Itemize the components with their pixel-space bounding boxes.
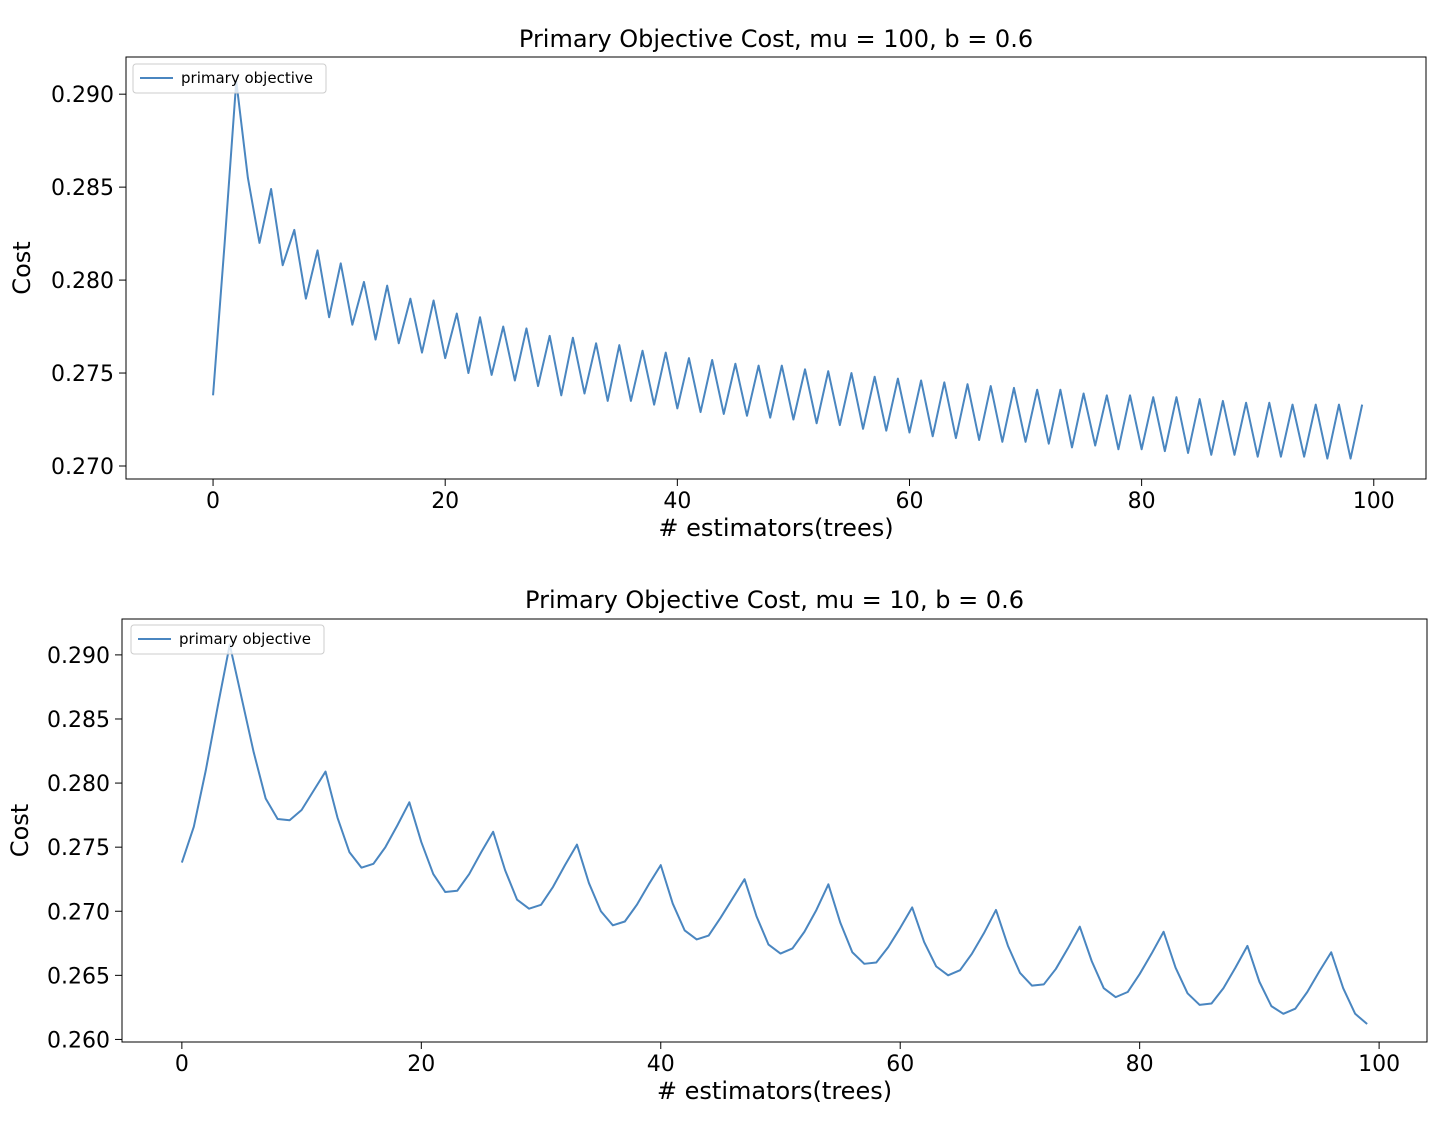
x-axis-label: # estimators(trees) [658, 514, 893, 542]
x-tick-label: 0 [175, 1052, 189, 1077]
legend: primary objective [132, 63, 327, 94]
y-tick-label: 0.280 [51, 269, 114, 294]
y-tick-label: 0.260 [47, 1028, 110, 1053]
x-tick-label: 60 [895, 489, 923, 514]
x-axis-label: # estimators(trees) [657, 1077, 892, 1105]
chart-bottom: Primary Objective Cost, mu = 10, b = 0.6… [6, 586, 1428, 1105]
x-tick-label: 20 [431, 489, 459, 514]
plot-area [125, 56, 1427, 480]
y-axis-label: Cost [6, 804, 34, 857]
chart-top: Primary Objective Cost, mu = 100, b = 0.… [8, 25, 1427, 542]
y-tick-label: 0.270 [51, 455, 114, 480]
y-tick-label: 0.275 [51, 362, 114, 387]
y-tick-label: 0.290 [47, 644, 110, 669]
y-axis-label: Cost [8, 241, 36, 294]
series-line-0 [212, 80, 1364, 460]
series-line-0 [180, 643, 1368, 1025]
y-tick-label: 0.290 [51, 83, 114, 108]
x-tick-label: 40 [647, 1052, 675, 1077]
legend-box [132, 63, 327, 94]
x-tick-label: 80 [1128, 489, 1156, 514]
x-tick-label: 80 [1126, 1052, 1154, 1077]
y-tick-label: 0.275 [47, 836, 110, 861]
chart-title: Primary Objective Cost, mu = 10, b = 0.6 [525, 586, 1024, 614]
y-tick-label: 0.285 [47, 708, 110, 733]
x-tick-label: 60 [886, 1052, 914, 1077]
x-tick-label: 0 [206, 489, 220, 514]
y-tick-label: 0.265 [47, 964, 110, 989]
legend-label: primary objective [179, 630, 311, 648]
y-tick-label: 0.280 [47, 772, 110, 797]
legend-box [130, 624, 325, 655]
legend: primary objective [130, 624, 325, 655]
x-tick-label: 20 [407, 1052, 435, 1077]
x-tick-label: 40 [663, 489, 691, 514]
chart-title: Primary Objective Cost, mu = 100, b = 0.… [519, 25, 1033, 53]
x-tick-label: 100 [1353, 489, 1395, 514]
legend-label: primary objective [181, 69, 313, 87]
x-tick-label: 100 [1358, 1052, 1400, 1077]
y-tick-label: 0.285 [51, 176, 114, 201]
plot-area [121, 618, 1428, 1043]
y-tick-label: 0.270 [47, 900, 110, 925]
